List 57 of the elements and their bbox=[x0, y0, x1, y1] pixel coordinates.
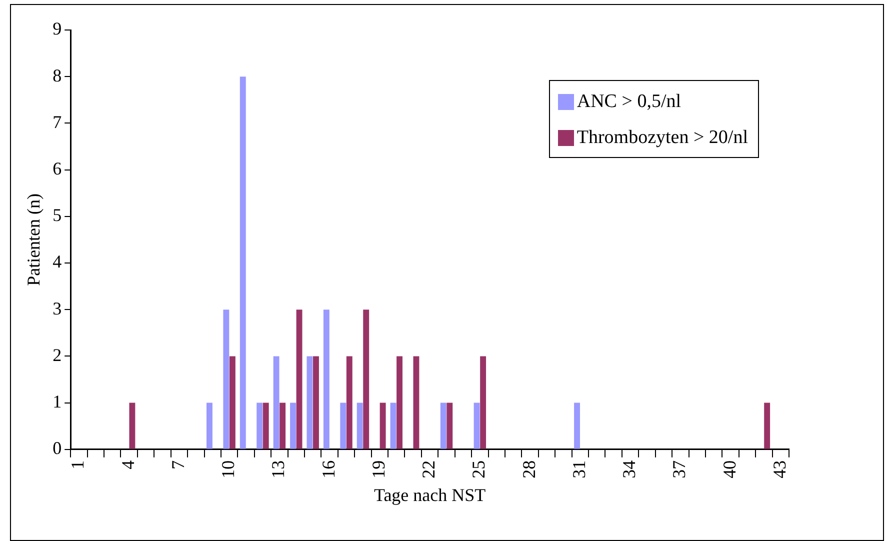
x-tick-label: 1 bbox=[68, 460, 88, 470]
x-tick-label: 43 bbox=[769, 460, 790, 478]
y-tick-label: 8 bbox=[52, 65, 62, 86]
bar bbox=[574, 402, 580, 449]
legend-label: Thrombozyten > 20/nl bbox=[576, 127, 748, 149]
bar bbox=[280, 402, 286, 449]
x-tick-label: 25 bbox=[468, 460, 489, 478]
y-tick-label: 0 bbox=[52, 438, 62, 458]
bar bbox=[262, 402, 269, 449]
bar bbox=[446, 402, 453, 449]
x-tick-label: 10 bbox=[218, 460, 238, 478]
x-tick-label: 4 bbox=[118, 460, 138, 470]
bar bbox=[480, 356, 486, 449]
y-tick-label: 3 bbox=[52, 298, 62, 318]
bar bbox=[256, 402, 263, 449]
x-tick-label: 31 bbox=[568, 460, 589, 478]
bar bbox=[413, 356, 420, 449]
x-tick-label: 28 bbox=[518, 460, 539, 478]
bar bbox=[273, 356, 280, 449]
y-tick-label: 7 bbox=[52, 112, 62, 132]
bar bbox=[306, 356, 313, 449]
bar bbox=[223, 310, 230, 449]
x-tick-label: 34 bbox=[619, 460, 640, 478]
y-tick-label: 1 bbox=[52, 392, 62, 412]
bar bbox=[380, 402, 386, 449]
y-tick-label: 2 bbox=[52, 344, 62, 365]
x-tick-label: 16 bbox=[318, 460, 338, 478]
bar bbox=[313, 356, 319, 449]
y-tick-label: 6 bbox=[52, 158, 62, 179]
bar bbox=[474, 402, 480, 449]
x-tick-label: 22 bbox=[418, 460, 439, 478]
bar bbox=[290, 402, 296, 449]
bar bbox=[229, 356, 236, 449]
bar bbox=[323, 310, 330, 449]
x-tick-label: 37 bbox=[669, 460, 690, 478]
bar bbox=[440, 402, 446, 449]
bar bbox=[296, 310, 302, 449]
x-axis-title: Tage nach NST bbox=[374, 484, 486, 505]
bar bbox=[356, 402, 363, 449]
x-tick-label: 40 bbox=[719, 460, 740, 478]
y-tick-label: 5 bbox=[52, 205, 62, 226]
y-tick-label: 4 bbox=[52, 252, 62, 272]
bar bbox=[764, 402, 770, 449]
bar bbox=[206, 402, 212, 449]
bar bbox=[240, 76, 246, 449]
y-axis-title: Patienten (n) bbox=[24, 193, 44, 286]
x-tick-label: 7 bbox=[168, 460, 188, 470]
legend-label: ANC > 0,5/nl bbox=[576, 91, 681, 113]
x-tick-label: 13 bbox=[268, 460, 288, 478]
bar bbox=[390, 402, 396, 449]
bar bbox=[363, 310, 370, 449]
bar bbox=[396, 356, 402, 449]
bar bbox=[346, 356, 352, 449]
y-tick-label: 9 bbox=[52, 18, 62, 39]
x-tick-label: 19 bbox=[368, 460, 388, 478]
bar bbox=[129, 402, 136, 449]
bar bbox=[340, 402, 346, 449]
